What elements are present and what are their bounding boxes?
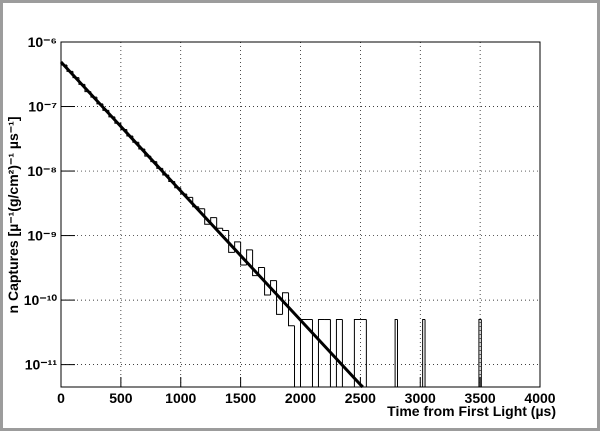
histogram-bin bbox=[365, 319, 373, 388]
histogram-bin bbox=[335, 319, 343, 387]
x-tick-label: 2000 bbox=[285, 390, 316, 406]
x-tick-label: 3500 bbox=[465, 390, 496, 406]
y-tick-label: 10⁻¹⁰ bbox=[24, 292, 58, 308]
histogram-bin bbox=[270, 280, 277, 295]
x-tick-label: 0 bbox=[57, 390, 65, 406]
histogram-bin bbox=[282, 292, 289, 315]
histogram-bin bbox=[353, 319, 361, 387]
histogram-bin bbox=[480, 319, 540, 388]
histogram-bin bbox=[396, 319, 423, 388]
histogram-bin bbox=[240, 241, 247, 266]
histogram-bin bbox=[341, 319, 349, 388]
x-tick-label: 1500 bbox=[225, 390, 256, 406]
histogram-bin bbox=[228, 230, 235, 253]
y-tick-label: 10⁻⁶ bbox=[28, 34, 57, 50]
histogram-bin bbox=[422, 319, 426, 387]
y-tick-label: 10⁻⁹ bbox=[27, 228, 57, 244]
histogram-bin bbox=[288, 292, 295, 327]
histogram-bin bbox=[424, 319, 479, 388]
y-tick-label: 10⁻¹¹ bbox=[25, 357, 58, 373]
histogram-bin bbox=[294, 325, 301, 388]
histogram-bin bbox=[478, 319, 482, 387]
histogram-bin bbox=[394, 319, 398, 387]
x-tick-label: 500 bbox=[109, 390, 133, 406]
histogram-bin bbox=[252, 249, 259, 277]
fit-line bbox=[59, 60, 364, 389]
y-tick-label: 10⁻⁷ bbox=[28, 99, 57, 115]
histogram-bin bbox=[329, 319, 337, 388]
histogram-bin bbox=[311, 319, 319, 388]
histogram-bin bbox=[264, 267, 271, 296]
x-tick-label: 3000 bbox=[405, 390, 436, 406]
x-tick-label: 4000 bbox=[524, 390, 555, 406]
histogram-bin bbox=[276, 280, 283, 315]
x-tick-label: 2500 bbox=[345, 390, 376, 406]
histogram-bin bbox=[317, 319, 325, 387]
y-axis-label: n Captures [µ⁻¹(g/cm²)⁻¹ µs⁻¹] bbox=[5, 117, 21, 314]
histogram-bin bbox=[204, 208, 211, 225]
histogram-bin bbox=[222, 228, 229, 231]
x-tick-label: 1000 bbox=[165, 390, 196, 406]
x-axis-label: Time from First Light (µs) bbox=[387, 403, 556, 419]
y-tick-label: 10⁻⁸ bbox=[27, 163, 57, 179]
